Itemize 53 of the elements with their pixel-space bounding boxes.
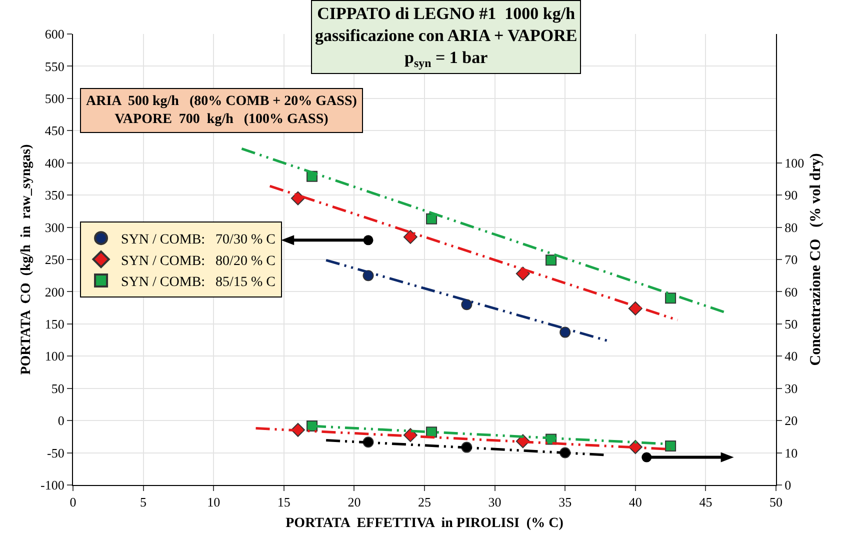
y2-tick-label: 40 <box>784 348 798 364</box>
y-tick-label: 550 <box>44 58 64 74</box>
y-tick-label: 600 <box>44 26 64 42</box>
y-tick-label: 450 <box>44 123 64 138</box>
y2-tick-label: 70 <box>784 252 798 268</box>
y2-tick-label: 60 <box>784 284 798 300</box>
x-tick-label: 30 <box>488 494 502 510</box>
point <box>665 292 676 304</box>
point <box>628 301 642 316</box>
x-tick-label: 45 <box>699 494 712 510</box>
x-tick-label: 10 <box>207 494 220 510</box>
y-tick-label: 50 <box>51 380 64 396</box>
y2-tick-label: 0 <box>784 478 792 493</box>
x-tick-label: 40 <box>628 494 642 510</box>
y-tick-label: 350 <box>44 188 64 203</box>
y2-tick-label: 10 <box>784 445 798 460</box>
y2-tick-label: 30 <box>784 380 798 396</box>
x-tick-label: 5 <box>140 494 147 510</box>
x-tick-label: 15 <box>277 494 290 510</box>
legend-label: SYN / COMB: 70/30 % C <box>121 232 276 248</box>
point <box>426 213 438 224</box>
y2-axis-title: Concentrazione CO (% vol dry) <box>808 153 824 366</box>
y2-tick-label: 50 <box>784 316 798 332</box>
x-tick-label: 50 <box>770 494 782 510</box>
y-tick-label: 300 <box>44 220 64 235</box>
y-tick-label: 200 <box>44 284 64 300</box>
x-tick-label: 20 <box>348 494 361 510</box>
legend-label: SYN / COMB: 85/15 % C <box>121 274 276 290</box>
legend-label: SYN / COMB: 80/20 % C <box>121 254 276 269</box>
y-tick-label: -100 <box>40 478 64 493</box>
y-tick-label: 400 <box>44 155 64 170</box>
y2-tick-label: 80 <box>784 220 798 235</box>
y-tick-label: 0 <box>58 413 64 428</box>
y2-tick-label: 90 <box>784 188 798 203</box>
y-tick-label: 500 <box>44 90 64 106</box>
y2-tick-label: 100 <box>784 155 804 170</box>
chart-title: CIPPATO di LEGNO #1 1000 kg/h gassificazione con ARIA + VAPORE p$_{syn}$ = 1 bar <box>315 4 578 70</box>
point <box>665 440 676 452</box>
annotation: ARIA 500 kg/h (80% COMB + 20% GASS) VAPORE 700 kg/h (100% GASS) <box>86 94 358 128</box>
x-tick-label: 25 <box>418 494 431 510</box>
y-axis-title: PORTATA CO (kg/h in raw_syngas) <box>19 144 34 375</box>
point <box>560 326 571 338</box>
y-tick-label: 250 <box>44 252 64 268</box>
x-axis-title: PORTATA EFFETTIVA in PIROLISI (% C) <box>286 516 564 531</box>
y-tick-label: -50 <box>47 445 64 460</box>
y-tick-label: 150 <box>44 316 64 332</box>
point <box>546 254 557 266</box>
x-tick-label: 35 <box>558 494 572 510</box>
x-tick-label: 0 <box>70 494 76 510</box>
point <box>403 230 418 244</box>
y2-tick-label: 20 <box>784 413 798 428</box>
point <box>461 299 472 310</box>
y-tick-label: 100 <box>44 348 64 364</box>
